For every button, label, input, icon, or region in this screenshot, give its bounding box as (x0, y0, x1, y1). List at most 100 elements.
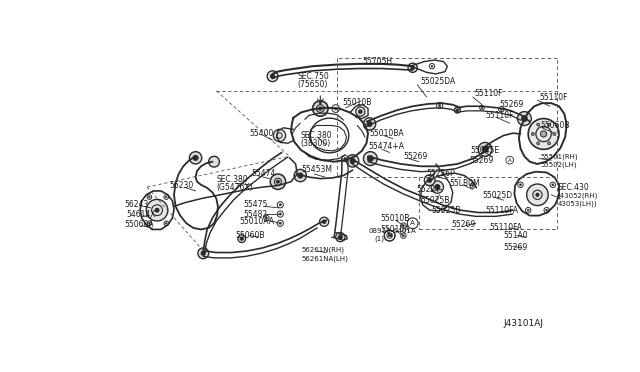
Text: 55110F: 55110F (485, 111, 513, 120)
Text: 55060B: 55060B (541, 121, 570, 130)
Circle shape (546, 209, 548, 211)
Circle shape (456, 109, 458, 111)
Circle shape (148, 196, 150, 198)
Text: 55010AA: 55010AA (239, 217, 275, 226)
Circle shape (364, 118, 376, 130)
Text: 56261N(RH): 56261N(RH) (302, 247, 345, 253)
Text: 55226P: 55226P (427, 170, 455, 179)
Circle shape (547, 142, 550, 145)
Text: N: N (387, 233, 392, 238)
Circle shape (350, 158, 355, 164)
Circle shape (193, 155, 198, 161)
Text: 08918-6401A: 08918-6401A (368, 228, 415, 234)
Circle shape (527, 209, 529, 211)
Text: (38300): (38300) (300, 139, 330, 148)
Circle shape (279, 213, 282, 215)
Text: 55227: 55227 (417, 185, 441, 194)
Circle shape (537, 123, 540, 126)
Circle shape (312, 101, 328, 116)
Circle shape (500, 108, 502, 110)
Circle shape (201, 251, 205, 256)
Text: 55025DA: 55025DA (420, 77, 456, 86)
Text: 55482: 55482 (243, 209, 268, 218)
Text: SEC.430: SEC.430 (557, 183, 589, 192)
Text: (G5476X): (G5476X) (216, 183, 253, 192)
Circle shape (336, 232, 345, 242)
Text: SEC.750: SEC.750 (297, 73, 329, 81)
Circle shape (209, 156, 220, 167)
Circle shape (481, 107, 483, 109)
Circle shape (521, 115, 527, 122)
Text: 55269: 55269 (403, 152, 428, 161)
Text: 55269: 55269 (451, 219, 476, 228)
Circle shape (438, 105, 441, 106)
Circle shape (411, 66, 415, 70)
Text: N: N (387, 233, 392, 238)
Circle shape (531, 132, 534, 135)
Circle shape (319, 217, 329, 226)
Text: (75650): (75650) (297, 80, 328, 89)
Text: 55110FA: 55110FA (490, 224, 523, 232)
Circle shape (478, 142, 492, 156)
Circle shape (367, 155, 373, 162)
Circle shape (428, 178, 432, 183)
Text: 55269: 55269 (499, 100, 523, 109)
Text: A: A (508, 158, 511, 163)
Circle shape (482, 146, 488, 153)
Circle shape (552, 184, 554, 186)
Circle shape (339, 235, 342, 239)
Circle shape (424, 175, 435, 186)
Text: 55502(LH): 55502(LH) (541, 161, 577, 168)
Text: 55010A: 55010A (380, 225, 410, 234)
Circle shape (155, 208, 159, 212)
Circle shape (431, 181, 444, 193)
Circle shape (279, 222, 282, 224)
Circle shape (527, 184, 548, 206)
Text: 55010BA: 55010BA (369, 129, 404, 138)
Text: 56261NA(LH): 56261NA(LH) (302, 256, 349, 262)
Circle shape (356, 107, 365, 116)
Circle shape (553, 132, 556, 135)
Text: SEC.380: SEC.380 (300, 131, 332, 140)
Circle shape (472, 185, 474, 186)
Circle shape (276, 180, 279, 183)
Text: (43052(RH): (43052(RH) (557, 192, 598, 199)
Circle shape (198, 248, 209, 259)
Text: 55269: 55269 (504, 243, 528, 251)
Text: 56243: 56243 (124, 200, 148, 209)
Circle shape (334, 107, 337, 110)
Circle shape (536, 193, 539, 196)
Circle shape (364, 152, 378, 166)
Text: 55474: 55474 (251, 170, 275, 179)
Circle shape (166, 222, 167, 224)
Text: 55453M: 55453M (302, 165, 333, 174)
Circle shape (147, 199, 168, 221)
Text: 55060B: 55060B (236, 231, 265, 240)
Circle shape (344, 157, 346, 160)
Text: 55LB0M: 55LB0M (450, 179, 480, 188)
Circle shape (403, 235, 404, 237)
Text: 55060A: 55060A (124, 220, 154, 229)
Text: (1): (1) (374, 235, 384, 242)
Text: 55110FA: 55110FA (485, 206, 518, 215)
Circle shape (408, 63, 417, 73)
Text: 55045E: 55045E (470, 147, 500, 155)
Circle shape (541, 131, 547, 137)
Circle shape (367, 121, 372, 126)
Circle shape (166, 196, 167, 198)
Text: 55400: 55400 (250, 129, 274, 138)
Text: 43053(LH)): 43053(LH)) (557, 201, 597, 207)
Circle shape (403, 225, 404, 227)
Text: A: A (410, 220, 415, 226)
Circle shape (456, 109, 458, 111)
Circle shape (322, 220, 326, 224)
Circle shape (435, 185, 440, 190)
Circle shape (517, 112, 531, 125)
Circle shape (547, 123, 550, 126)
Text: 55475: 55475 (243, 200, 268, 209)
Text: 55705H: 55705H (363, 57, 393, 66)
Circle shape (267, 71, 278, 81)
Circle shape (189, 152, 202, 164)
Circle shape (238, 235, 246, 243)
Text: 56230: 56230 (170, 181, 194, 190)
